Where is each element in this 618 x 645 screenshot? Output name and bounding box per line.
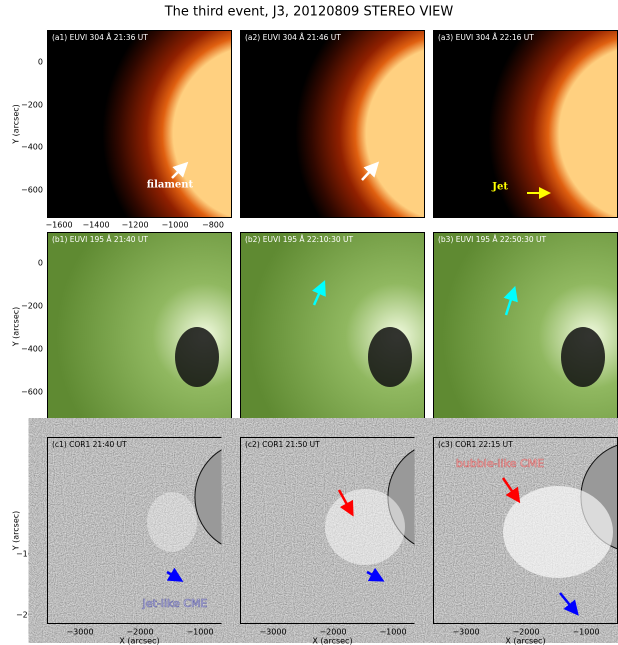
y-axis-label: Y (arcsec)	[12, 104, 21, 145]
x-tick-label: −1000	[161, 424, 188, 433]
y-tick-label: −200	[21, 302, 43, 311]
x-tick-label: −1600	[45, 221, 72, 230]
annotation: filament	[147, 180, 194, 191]
x-tick-label: −1600	[45, 424, 72, 433]
x-tick-label: −800	[202, 221, 224, 230]
x-tick-label: −1000	[186, 628, 213, 637]
y-tick-label: 0	[38, 259, 43, 268]
panel-label: (a1) EUVI 304 Å 21:36 UT	[52, 33, 148, 42]
annotation: Jet	[491, 182, 508, 193]
cme-brightening	[503, 486, 613, 578]
x-tick-label: −1000	[379, 628, 406, 637]
annotation: Jet-like CME	[142, 597, 208, 610]
panel-label: (b2) EUVI 195 Å 22:10:30 UT	[245, 235, 353, 244]
x-axis-label: X (arcsec)	[505, 637, 545, 645]
panel-label: (c2) COR1 21:50 UT	[245, 440, 320, 449]
panel-image	[433, 232, 618, 421]
x-tick-label: −800	[202, 424, 224, 433]
panel-label: (c1) COR1 21:40 UT	[52, 440, 127, 449]
active-region	[561, 327, 605, 387]
x-tick-label: −3000	[259, 628, 286, 637]
x-tick-label: −1400	[82, 221, 109, 230]
x-tick-label: −1400	[82, 424, 109, 433]
figure-title: The third event, J3, 20120809 STEREO VIE…	[164, 5, 454, 20]
cme-brightening	[325, 489, 405, 565]
y-tick-label: 0	[38, 58, 43, 67]
panel-image	[47, 232, 232, 421]
cme-brightening	[147, 492, 197, 552]
panel-image	[47, 437, 232, 624]
x-tick-label: −3000	[66, 628, 93, 637]
panel-label: (b1) EUVI 195 Å 21:40 UT	[52, 235, 148, 244]
x-axis-label: X (arcsec)	[312, 637, 352, 645]
y-tick-label: 0	[38, 487, 43, 496]
y-tick-label: −2000	[16, 611, 43, 620]
y-axis-label: Y (arcsec)	[12, 307, 21, 348]
panel-image	[240, 30, 425, 218]
y-axis-label: Y (arcsec)	[12, 511, 21, 552]
y-tick-label: −400	[21, 345, 43, 354]
x-tick-label: −1200	[121, 424, 148, 433]
panel-label: (b3) EUVI 195 Å 22:50:30 UT	[438, 235, 546, 244]
y-tick-label: −600	[21, 186, 43, 195]
x-tick-label: −1000	[161, 221, 188, 230]
panel-label: (a3) EUVI 304 Å 22:16 UT	[438, 33, 534, 42]
y-tick-label: −400	[21, 143, 43, 152]
x-tick-label: −2000	[512, 628, 539, 637]
annotation: bubble-like CME	[456, 457, 544, 470]
x-tick-label: −1200	[121, 221, 148, 230]
x-tick-label: −1000	[572, 628, 599, 637]
figure: The third event, J3, 20120809 STEREO VIE…	[0, 0, 618, 645]
y-tick-label: −1000	[16, 550, 43, 559]
panel-label: (a2) EUVI 304 Å 21:46 UT	[245, 33, 341, 42]
x-axis-label: X (arcsec)	[119, 637, 159, 645]
x-tick-label: −3000	[452, 628, 479, 637]
y-tick-label: −200	[21, 101, 43, 110]
y-tick-label: −600	[21, 388, 43, 397]
x-tick-label: −2000	[126, 628, 153, 637]
panel-label: (c3) COR1 22:15 UT	[438, 440, 513, 449]
panel-image	[47, 30, 232, 218]
active-region	[368, 327, 412, 387]
active-region	[175, 327, 219, 387]
x-tick-label: −2000	[319, 628, 346, 637]
panel-image	[240, 232, 425, 421]
panel-image	[433, 30, 618, 218]
